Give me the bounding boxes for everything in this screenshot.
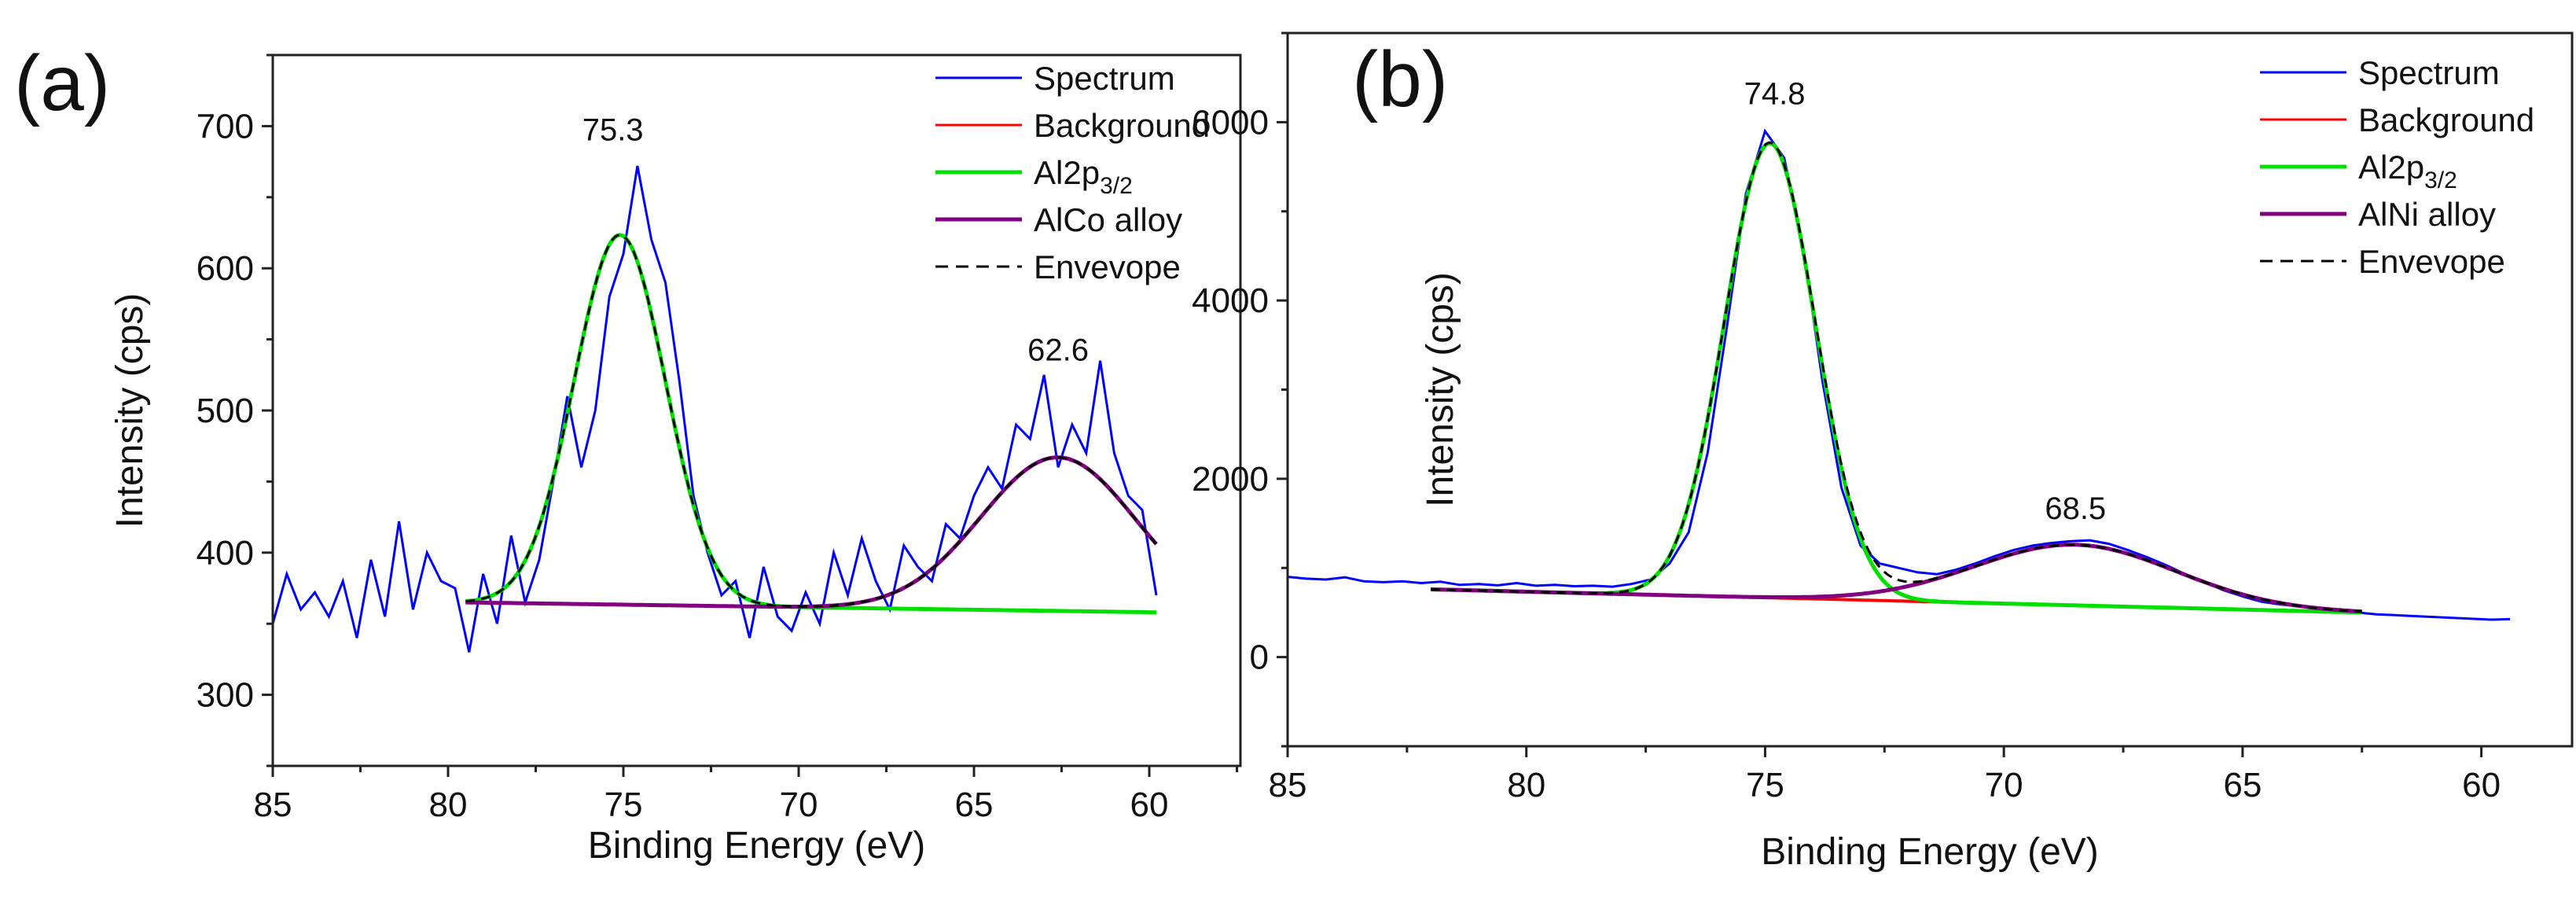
- y-tick-label: 600: [197, 249, 254, 288]
- legend-label-text: Background: [2358, 101, 2534, 138]
- legend-envelope: Envevope: [935, 248, 1181, 285]
- legend-label: Envevope: [2358, 243, 2505, 280]
- legend-spectrum: Spectrum: [2260, 54, 2500, 91]
- peak-label: 75.3: [582, 112, 644, 147]
- legend-label-subscript: 3/2: [1100, 173, 1133, 199]
- legend-label: Spectrum: [1034, 60, 1175, 97]
- plot-area: [1288, 128, 2511, 621]
- legend-label: Al2p3/2: [2358, 149, 2457, 193]
- legend-label-text: Spectrum: [2358, 54, 2500, 91]
- x-tick-label: 65: [955, 786, 994, 824]
- legend-spectrum: Spectrum: [935, 60, 1175, 97]
- x-tick-label: 60: [2462, 766, 2501, 804]
- legend-label: Background: [1034, 107, 1210, 144]
- x-tick-label: 70: [780, 786, 818, 824]
- x-axis-label: Binding Energy (eV): [588, 825, 926, 867]
- legend-label-text: Al2p: [1034, 154, 1100, 191]
- x-tick-label: 65: [2223, 766, 2262, 804]
- legend-al2p: Al2p3/2: [935, 154, 1133, 199]
- plot-frame: [1286, 31, 2574, 748]
- alloy-fit-line: [465, 455, 1158, 609]
- legend-label-text: Envevope: [2358, 243, 2505, 280]
- spectrum-line: [1288, 128, 2511, 621]
- legend-label: Envevope: [1034, 248, 1181, 285]
- envelope-line: [1431, 141, 2362, 613]
- chart-panel-b: (b) 85 80 75 70 65 60 0 2000 4000 6000 Binding Ener…: [1192, 31, 2574, 873]
- x-tick-label: 60: [1130, 786, 1169, 824]
- x-tick-label: 80: [429, 786, 468, 824]
- chart-panel-a: (a) 85 80 75 70 65 60 300 400 500 600 700 Binding En…: [14, 39, 1242, 867]
- legend-background: Background: [2260, 101, 2534, 138]
- legend-label-text: AlCo alloy: [1034, 201, 1182, 238]
- peak-label: 74.8: [1744, 77, 1806, 112]
- legend-label-text: Al2p: [2358, 149, 2424, 186]
- x-tick-label: 85: [1269, 766, 1307, 804]
- al2p-fit-line: [1431, 141, 2362, 615]
- y-axis-label: Intensity (cps): [1420, 272, 1461, 507]
- y-tick-label: 400: [197, 534, 254, 572]
- legend-alloy: AlNi alloy: [2260, 196, 2496, 233]
- y-tick-label: 2000: [1192, 460, 1269, 499]
- legend-label: AlCo alloy: [1034, 201, 1182, 238]
- legend-label: AlNi alloy: [2358, 196, 2496, 233]
- panel-label: (b): [1352, 35, 1448, 123]
- y-tick-label: 300: [197, 676, 254, 715]
- legend-label: Al2p3/2: [1034, 154, 1133, 199]
- legend-label-text: Envevope: [1034, 248, 1181, 285]
- legend-label-text: Spectrum: [1034, 60, 1175, 97]
- al2p-fit-line: [465, 233, 1156, 615]
- legend-label-text: Background: [1034, 107, 1210, 144]
- x-tick-label: 80: [1507, 766, 1545, 804]
- y-tick-label: 6000: [1192, 103, 1269, 142]
- plot-area: [273, 165, 1158, 653]
- legend-background: Background: [935, 107, 1210, 144]
- peak-label: 68.5: [2045, 491, 2106, 526]
- x-axis-label: Binding Energy (eV): [1761, 831, 2099, 873]
- y-tick-label: 700: [197, 107, 254, 145]
- envelope-line: [465, 234, 1158, 608]
- y-tick-label: 500: [197, 392, 254, 430]
- legend-alloy: AlCo alloy: [935, 201, 1182, 238]
- x-tick-label: 75: [604, 786, 643, 824]
- x-tick-label: 70: [1985, 766, 2023, 804]
- panel-label: (a): [14, 39, 110, 127]
- legend-al2p: Al2p3/2: [2260, 149, 2457, 193]
- legend-label-text: AlNi alloy: [2358, 196, 2496, 233]
- legend-label: Spectrum: [2358, 54, 2500, 91]
- legend-envelope: Envevope: [2260, 243, 2505, 280]
- x-tick-label: 85: [254, 786, 292, 824]
- peak-label: 62.6: [1027, 333, 1089, 368]
- legend-label-subscript: 3/2: [2424, 167, 2457, 193]
- x-tick-label: 75: [1746, 766, 1784, 804]
- y-tick-label: 4000: [1192, 282, 1269, 320]
- y-tick-label: 0: [1250, 639, 1269, 677]
- spectrum-line: [273, 165, 1158, 653]
- legend-label: Background: [2358, 101, 2534, 138]
- y-axis-label: Intensity (cps): [109, 293, 151, 528]
